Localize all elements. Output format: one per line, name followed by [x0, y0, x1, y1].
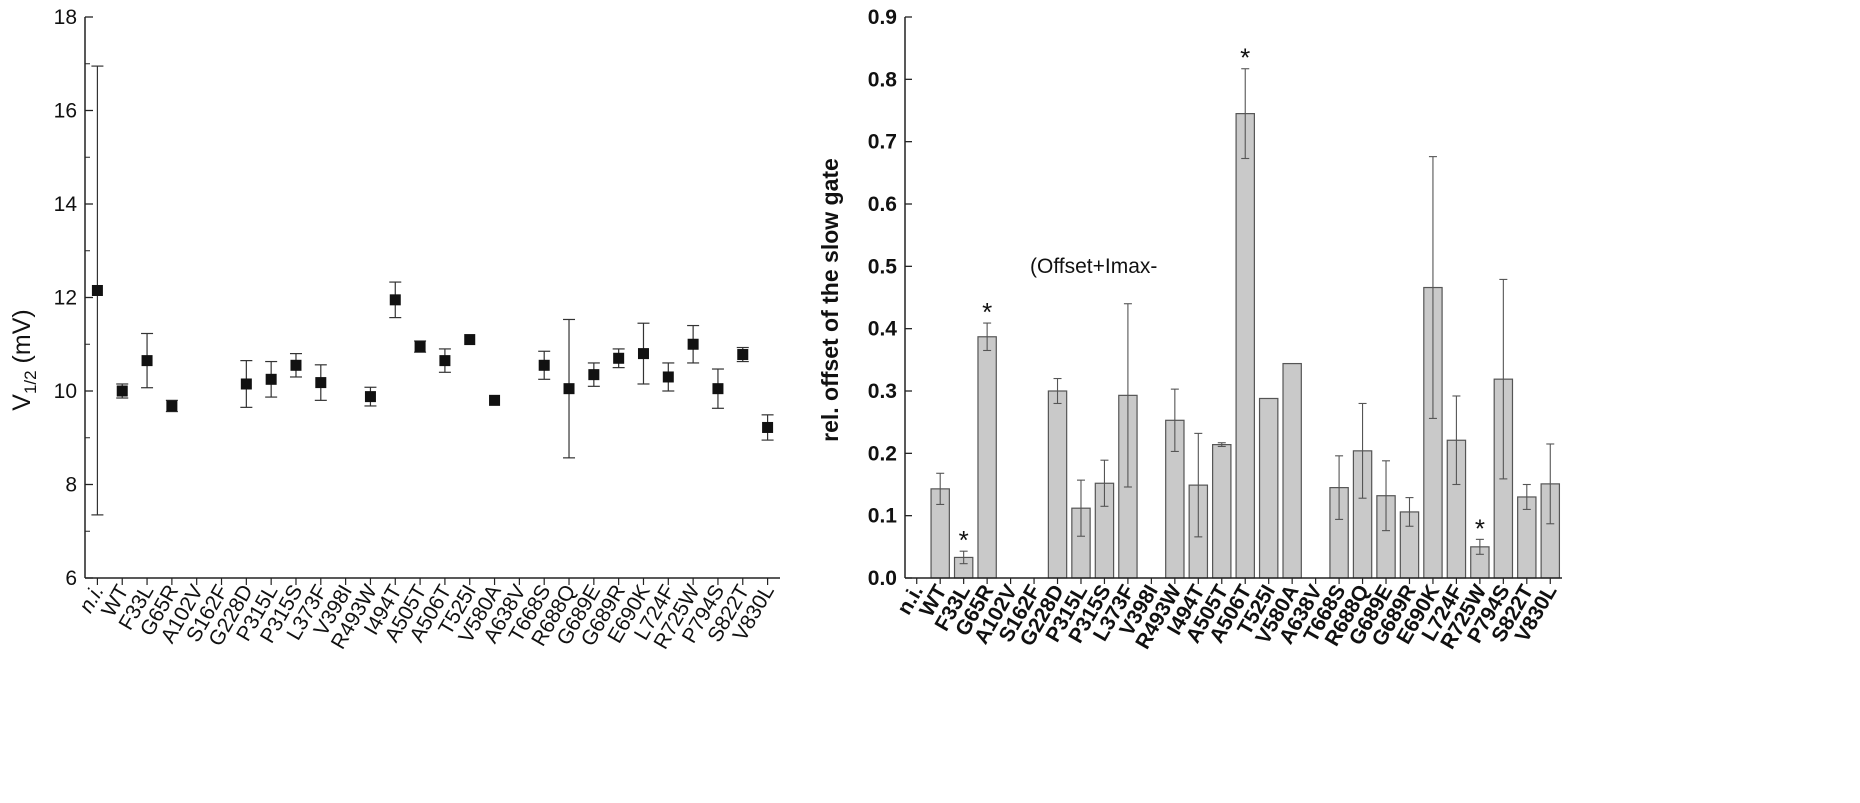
left-y-axis-label-unit: (mV) [8, 309, 36, 370]
significance-star: * [1475, 513, 1485, 543]
left-data-point [489, 394, 501, 406]
left-data-point [439, 355, 451, 367]
right-y-tick-label: 0.7 [868, 131, 897, 154]
left-y-axis-label-subscript: 1/2 [21, 370, 40, 394]
left-data-point [166, 400, 178, 412]
left-data-point [737, 349, 749, 361]
left-y-axis-label-main: V [8, 394, 36, 411]
chart-annotation: (Offset+Imax- [1030, 255, 1157, 278]
left-y-tick-label: 16 [54, 100, 77, 123]
left-data-point [712, 383, 724, 395]
left-data-point [315, 377, 327, 389]
right-y-tick-label: 0.1 [868, 505, 898, 528]
right-y-tick-label: 0.9 [868, 6, 897, 29]
left-data-point [414, 341, 426, 353]
left-y-tick-label: 18 [54, 6, 77, 29]
left-y-tick-label: 14 [54, 193, 78, 216]
left-data-point [637, 348, 649, 360]
right-bar [1258, 397, 1279, 579]
right-y-tick-label: 0.3 [868, 380, 897, 403]
significance-star: * [982, 297, 992, 327]
left-data-point [364, 391, 376, 403]
left-data-point [613, 352, 625, 364]
right-bar-chart: rel. offset of the slow gate (Offset+Ima… [817, 6, 1562, 653]
left-data-point [762, 421, 774, 433]
left-data-point [662, 371, 674, 383]
right-y-tick-label: 0.2 [868, 442, 897, 465]
right-bar [1282, 362, 1302, 579]
left-data-point [91, 284, 103, 296]
right-y-axis-label: rel. offset of the slow gate [817, 158, 843, 442]
left-y-axis-label: V1/2 (mV) [8, 309, 40, 410]
significance-star: * [959, 525, 969, 555]
right-bar [1235, 113, 1255, 579]
left-data-point [563, 383, 575, 395]
left-data-point [141, 355, 153, 367]
right-bar [1047, 390, 1068, 579]
right-y-tick-label: 0.8 [868, 68, 898, 91]
left-y-tick-label: 6 [65, 567, 77, 590]
left-y-tick-label: 10 [54, 380, 77, 403]
right-y-tick-label: 0.0 [868, 567, 897, 590]
right-y-tick-label: 0.5 [868, 255, 898, 278]
right-bar [977, 336, 997, 579]
left-data-point [389, 294, 401, 306]
left-data-point [687, 338, 699, 350]
left-data-point [290, 359, 302, 371]
left-data-point [588, 369, 600, 381]
left-data-point [538, 359, 550, 371]
significance-star: * [1240, 43, 1250, 73]
right-bar [1212, 444, 1232, 579]
left-y-tick-label: 12 [54, 287, 77, 310]
left-data-point [240, 378, 252, 390]
right-y-tick-label: 0.6 [868, 193, 897, 216]
left-data-point [265, 373, 277, 385]
left-data-point [464, 334, 476, 346]
left-y-tick-label: 8 [65, 474, 77, 497]
right-y-tick-label: 0.4 [868, 318, 898, 341]
left-data-point [116, 385, 128, 397]
